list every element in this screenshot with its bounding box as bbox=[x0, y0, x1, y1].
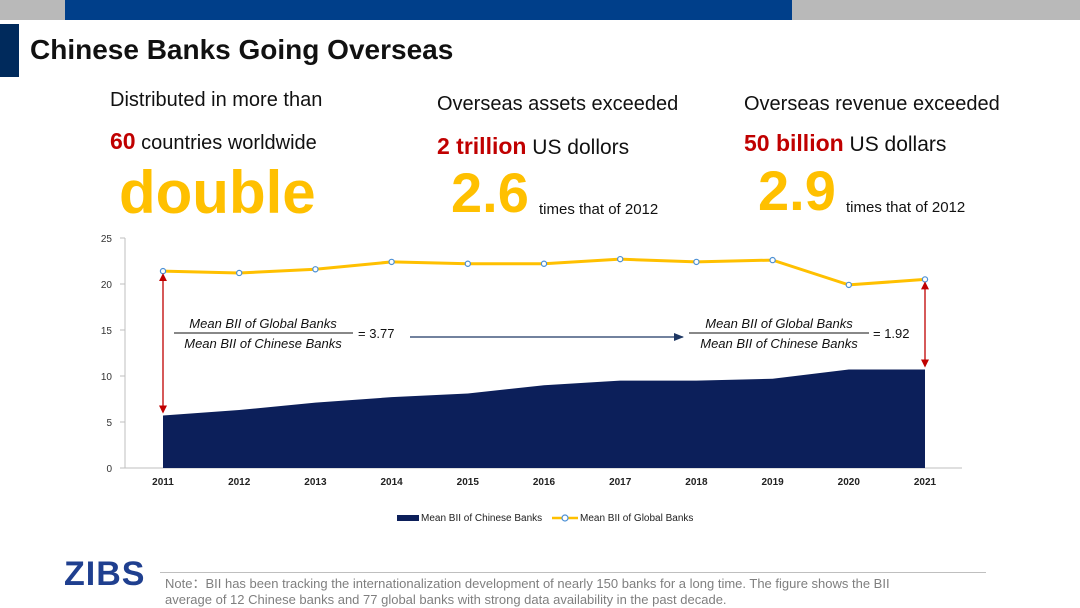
stat2-highlight: 2 trillion bbox=[437, 133, 527, 159]
top-bar-left bbox=[0, 0, 65, 20]
global-banks-point bbox=[921, 276, 929, 283]
ratio-annotation-right: Mean BII of Global Banks Mean BII of Chi… bbox=[689, 316, 910, 351]
stat3-heading: Overseas revenue exceeded bbox=[744, 93, 1000, 115]
x-tick-label: 2018 bbox=[685, 477, 708, 488]
top-bar-center bbox=[65, 0, 792, 20]
stat2-big-value: 2.6 bbox=[451, 161, 529, 224]
global-banks-point bbox=[235, 269, 243, 277]
stat2-rest: US dollors bbox=[526, 136, 630, 159]
ratio-left-numerator: Mean BII of Global Banks bbox=[189, 316, 337, 331]
global-banks-point bbox=[769, 256, 776, 264]
chinese-banks-area bbox=[163, 369, 925, 468]
x-tick-group: 2011 2012 2013 2014 2015 2016 2017 2018 2019 2020… bbox=[152, 477, 936, 488]
stat1-big-value: double bbox=[119, 159, 316, 226]
y-tick-label: 15 bbox=[101, 326, 113, 337]
stat3-rest: US dollars bbox=[843, 133, 947, 156]
x-tick-label: 2021 bbox=[914, 477, 937, 488]
top-bar-right bbox=[792, 0, 1080, 20]
stat1-heading: Distributed in more than bbox=[110, 89, 323, 111]
stat2-heading: Overseas assets exceeded bbox=[437, 93, 679, 115]
stat1-highlight: 60 bbox=[110, 128, 136, 154]
global-banks-point bbox=[388, 258, 395, 266]
x-tick-label: 2014 bbox=[380, 477, 403, 488]
global-banks-point bbox=[464, 260, 471, 267]
stat2-line2: 2 trillion US dollors bbox=[437, 133, 629, 160]
title-accent-bar bbox=[0, 24, 19, 77]
stat1-line2: 60 countries worldwide bbox=[110, 128, 317, 155]
global-banks-point bbox=[617, 255, 624, 263]
ratio-left-denominator: Mean BII of Chinese Banks bbox=[184, 336, 342, 351]
x-tick-label: 2020 bbox=[838, 477, 861, 488]
x-tick-label: 2011 bbox=[152, 477, 174, 488]
ratio-left-value: = 3.77 bbox=[358, 326, 395, 341]
global-banks-points bbox=[159, 255, 929, 289]
y-tick-label: 10 bbox=[101, 372, 113, 383]
x-tick-label: 2013 bbox=[304, 477, 327, 488]
stat1-rest: countries worldwide bbox=[135, 132, 317, 154]
footer-divider bbox=[160, 572, 986, 573]
x-tick-label: 2017 bbox=[609, 477, 632, 488]
legend-label-global: Mean BII of Global Banks bbox=[580, 513, 693, 524]
zibs-logo: ZIBS bbox=[64, 555, 146, 593]
global-banks-point bbox=[845, 281, 853, 289]
x-tick-label: 2015 bbox=[457, 477, 480, 488]
global-banks-point bbox=[540, 260, 548, 267]
legend-label-chinese: Mean BII of Chinese Banks bbox=[421, 513, 542, 524]
ratio-right-denominator: Mean BII of Chinese Banks bbox=[700, 336, 858, 351]
y-tick-label: 25 bbox=[101, 234, 113, 245]
global-banks-point bbox=[312, 266, 319, 273]
page-title: Chinese Banks Going Overseas bbox=[30, 34, 454, 65]
x-tick-label: 2019 bbox=[761, 477, 784, 488]
stat3-times-text: times that of 2012 bbox=[846, 199, 966, 216]
ratio-right-value: = 1.92 bbox=[873, 326, 910, 341]
legend-swatch-chinese bbox=[397, 515, 419, 521]
y-tick-label: 5 bbox=[106, 418, 112, 429]
x-tick-label: 2012 bbox=[228, 477, 251, 488]
global-banks-point bbox=[693, 258, 700, 266]
stat3-highlight: 50 billion bbox=[744, 130, 844, 156]
y-tick-group: 0 5 10 15 20 25 bbox=[101, 234, 125, 475]
y-tick-label: 0 bbox=[106, 464, 112, 475]
stat3-line2: 50 billion US dollars bbox=[744, 130, 946, 157]
footer-note: Note：BII has been tracking the internati… bbox=[165, 576, 890, 607]
legend-marker-global bbox=[561, 514, 569, 522]
ratio-annotation-left: Mean BII of Global Banks Mean BII of Chi… bbox=[174, 316, 395, 351]
global-banks-point bbox=[159, 267, 167, 275]
y-tick-label: 20 bbox=[101, 280, 113, 291]
stat3-big-value: 2.9 bbox=[758, 159, 836, 222]
chart-legend: Mean BII of Chinese Banks Mean BII of Gl… bbox=[397, 513, 693, 524]
stat2-times-text: times that of 2012 bbox=[539, 201, 659, 218]
ratio-right-numerator: Mean BII of Global Banks bbox=[705, 316, 853, 331]
x-tick-label: 2016 bbox=[533, 477, 556, 488]
